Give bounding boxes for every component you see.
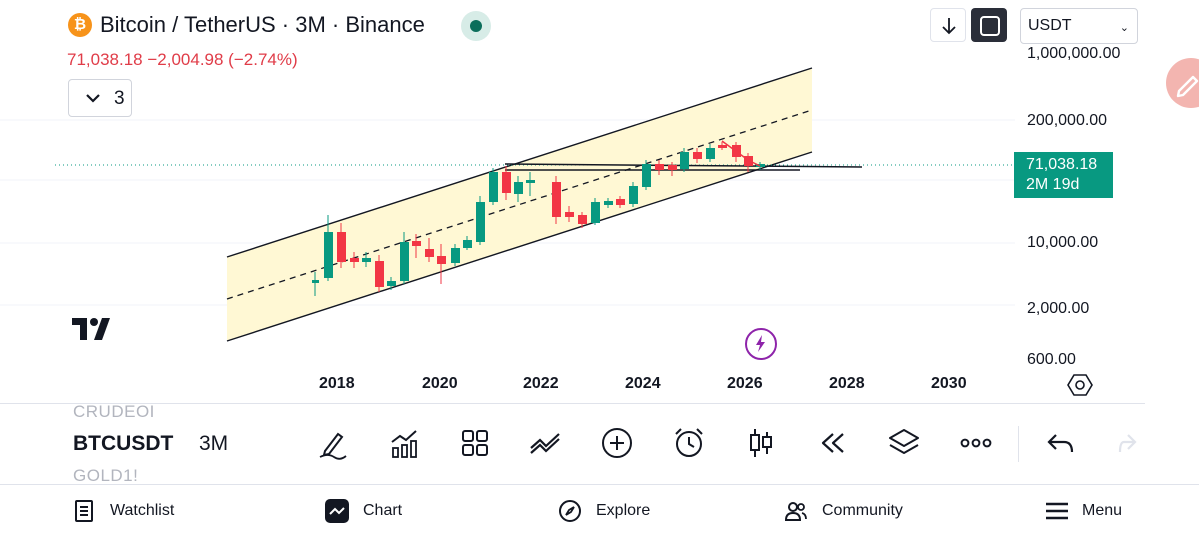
fullscreen-button[interactable] (971, 8, 1007, 42)
replay-rewind-icon[interactable] (815, 426, 849, 460)
draw-pen-icon[interactable] (316, 426, 350, 460)
bottom-navigation: Watchlist Chart Explore Community Menu (0, 484, 1199, 537)
hexagon-settings-icon (1067, 374, 1093, 396)
nav-label: Watchlist (110, 502, 175, 519)
current-price-label: 71,038.18 2M 19d (1014, 152, 1113, 198)
chart-icon (325, 499, 349, 523)
symbol-title[interactable]: Bitcoin / TetherUS · 3M · Binance (100, 12, 425, 37)
bar-countdown: 2M 19d (1026, 176, 1080, 193)
x-tick: 2028 (829, 375, 865, 392)
candlestick-icon[interactable] (744, 426, 778, 460)
layers-icon[interactable] (887, 426, 921, 460)
trend-arrow[interactable] (721, 140, 761, 167)
nav-label: Menu (1082, 502, 1123, 519)
tradingview-logo-icon (72, 318, 110, 340)
channel-upper-line[interactable] (226, 67, 813, 258)
flash-event-icon[interactable] (745, 328, 777, 360)
hamburger-menu-icon (1046, 502, 1068, 520)
nav-watchlist[interactable]: Watchlist (74, 497, 174, 525)
currency-select[interactable]: USDT ⌄ (1020, 8, 1138, 44)
x-tick: 2030 (931, 375, 967, 392)
y-tick: 1,000,000.00 (1027, 45, 1121, 62)
chart-settings-button[interactable] (1067, 372, 1093, 398)
symbol-next[interactable]: GOLD1! (73, 466, 139, 484)
chart-header: ₿ Bitcoin / TetherUS · 3M · Binance 71,0… (0, 0, 1199, 120)
compare-lines-icon[interactable] (528, 426, 562, 460)
pencil-icon (1176, 75, 1199, 98)
nav-explore[interactable]: Explore (558, 497, 650, 525)
redo-icon[interactable] (1118, 426, 1140, 460)
candles[interactable] (312, 142, 765, 296)
regression-channel[interactable] (227, 68, 812, 341)
drawing-fab-button[interactable] (1166, 58, 1199, 108)
chevron-down-icon: ⌄ (1119, 22, 1129, 34)
undo-icon[interactable] (1044, 426, 1078, 460)
watchlist-icon (75, 500, 93, 522)
add-circle-icon[interactable] (600, 426, 634, 460)
channel-lower-line[interactable] (226, 151, 813, 342)
x-tick: 2018 (319, 375, 355, 392)
current-price: 71,038.18 (1026, 156, 1098, 173)
x-tick: 2022 (523, 375, 559, 392)
more-options-icon[interactable] (959, 426, 993, 460)
price-change: 71,038.18 −2,004.98 (−2.74%) (67, 50, 298, 69)
toolbar-divider (1018, 426, 1019, 462)
interval-button[interactable]: 3M (199, 432, 229, 455)
x-tick: 2026 (727, 375, 763, 392)
symbol-prev[interactable]: CRUDEOI (73, 402, 155, 418)
arrow-down-icon (942, 18, 956, 35)
chevron-down-icon (86, 94, 100, 103)
y-tick: 600.00 (1027, 351, 1076, 365)
download-button[interactable] (930, 8, 966, 42)
community-icon (784, 502, 807, 521)
indicator-count: 3 (114, 88, 125, 109)
nav-community[interactable]: Community (784, 497, 903, 525)
x-axis-border (0, 403, 1145, 404)
alarm-clock-icon[interactable] (672, 426, 706, 460)
y-tick: 200,000.00 (1027, 112, 1108, 129)
current-symbol[interactable]: BTCUSDT (73, 432, 174, 455)
bitcoin-icon: ₿ (68, 13, 92, 37)
indicators-toggle-button[interactable]: 3 (68, 79, 132, 117)
x-tick: 2020 (422, 375, 458, 392)
currency-value: USDT (1028, 17, 1072, 34)
nav-label: Chart (363, 502, 403, 519)
nav-label: Explore (596, 502, 651, 519)
layout-grid-icon[interactable] (458, 426, 492, 460)
nav-menu[interactable]: Menu (1046, 497, 1122, 525)
indicators-chart-icon[interactable] (388, 426, 422, 460)
nav-chart[interactable]: Chart (325, 497, 402, 525)
nav-label: Community (822, 502, 903, 519)
compass-icon (559, 500, 581, 522)
x-tick: 2024 (625, 375, 661, 392)
y-tick: 10,000.00 (1027, 234, 1099, 251)
market-status-icon[interactable] (461, 11, 491, 41)
lightning-icon (756, 335, 765, 352)
price-chart[interactable] (0, 40, 1015, 370)
y-tick: 2,000.00 (1027, 300, 1090, 317)
